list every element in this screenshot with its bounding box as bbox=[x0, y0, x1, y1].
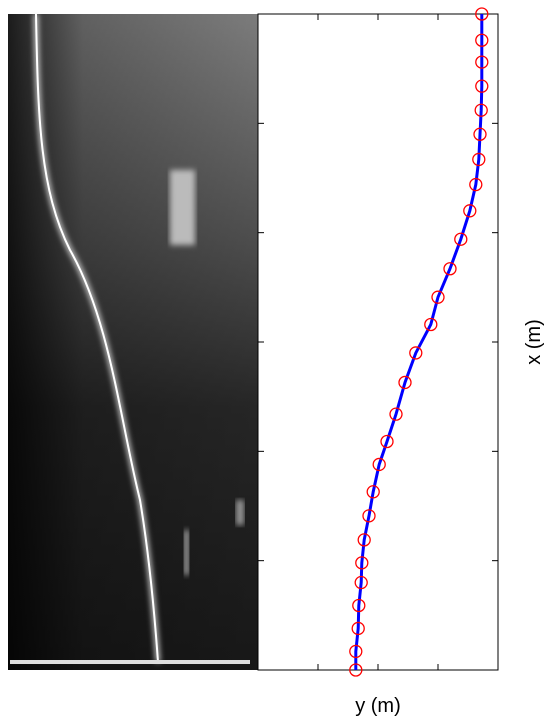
data-point bbox=[463, 204, 477, 218]
data-point bbox=[454, 232, 468, 246]
data-point bbox=[475, 55, 489, 69]
data-point bbox=[475, 79, 489, 93]
data-point bbox=[474, 103, 488, 117]
data-point bbox=[472, 152, 486, 167]
data-point bbox=[475, 33, 489, 47]
data-point bbox=[380, 434, 394, 449]
plot-frame bbox=[257, 13, 499, 671]
data-point bbox=[357, 533, 371, 547]
data-point bbox=[398, 375, 412, 390]
x-axis-label: x (m) bbox=[523, 319, 545, 365]
data-point bbox=[366, 485, 380, 499]
y-axis-label: y (m) bbox=[355, 695, 401, 717]
fit-line bbox=[354, 14, 484, 670]
data-point bbox=[443, 262, 457, 276]
data-point bbox=[424, 317, 438, 332]
data-point bbox=[473, 127, 487, 141]
data-point bbox=[355, 556, 369, 570]
data-point bbox=[351, 621, 365, 636]
data-point bbox=[349, 644, 363, 659]
data-point bbox=[349, 663, 363, 677]
data-point bbox=[362, 509, 376, 523]
photo bbox=[8, 13, 258, 670]
data-point bbox=[389, 407, 403, 421]
data-point bbox=[431, 290, 445, 304]
data-point bbox=[475, 7, 489, 21]
data-point bbox=[354, 575, 368, 590]
data-point bbox=[409, 346, 423, 360]
data-point bbox=[372, 457, 386, 472]
data-point bbox=[352, 598, 366, 613]
data-point bbox=[469, 177, 483, 192]
